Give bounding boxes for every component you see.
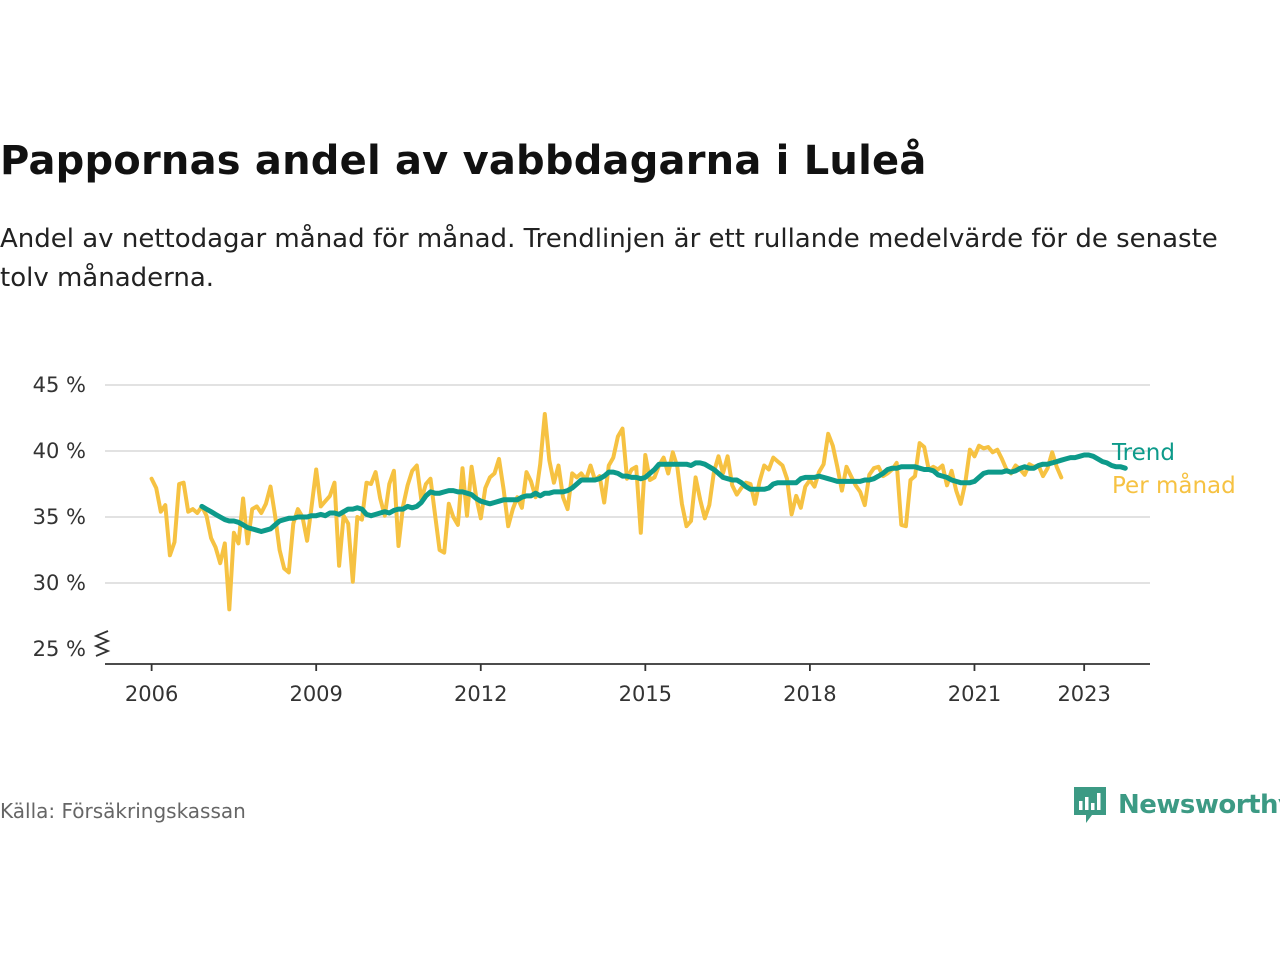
series-lines xyxy=(149,412,1128,612)
x-tick-label-2006: 2006 xyxy=(125,682,178,706)
gridlines xyxy=(105,384,1150,584)
newsworthy-logo-icon xyxy=(1074,787,1106,823)
x-tick-label-2012: 2012 xyxy=(454,682,507,706)
x-tick-label-2018: 2018 xyxy=(783,682,836,706)
x-tick-label-2009: 2009 xyxy=(289,682,342,706)
end-labels: Trend Per månad xyxy=(1111,440,1236,499)
chart-title: Pappornas andel av vabbdagarna i Luleå xyxy=(0,138,927,184)
source-note: Källa: Försäkringskassan xyxy=(0,799,246,823)
y-tick-label-40: 40 % xyxy=(33,439,86,463)
legend-per-manad: Per månad xyxy=(1112,471,1236,499)
x-tick-label-2015: 2015 xyxy=(619,682,672,706)
x-tick-label-2023: 2023 xyxy=(1057,682,1110,706)
y-tick-label-45: 45 % xyxy=(33,373,86,397)
y-axis-ticks: 25 % 30 % 35 % 40 % 45 % xyxy=(33,373,86,661)
axis-break-icon xyxy=(93,630,111,657)
brand-name: Newsworthy xyxy=(1118,790,1280,820)
x-tick-label-2021: 2021 xyxy=(948,682,1001,706)
y-tick-label-35: 35 % xyxy=(33,505,86,529)
y-tick-label-25: 25 % xyxy=(33,637,86,661)
chart-subtitle: Andel av nettodagar månad för månad. Tre… xyxy=(0,224,1218,293)
trend-line xyxy=(199,452,1128,534)
monthly-line xyxy=(149,412,1064,612)
newsworthy-logo: Newsworthy xyxy=(1072,785,1280,825)
legend-trend: Trend xyxy=(1111,440,1175,466)
line-chart: 25 % 30 % 35 % 40 % 45 % 2006 2009 2012 2015 201… xyxy=(33,373,1236,706)
x-axis: 2006 2009 2012 2015 2018 2021 2023 xyxy=(93,630,1150,706)
y-tick-label-30: 30 % xyxy=(33,571,86,595)
